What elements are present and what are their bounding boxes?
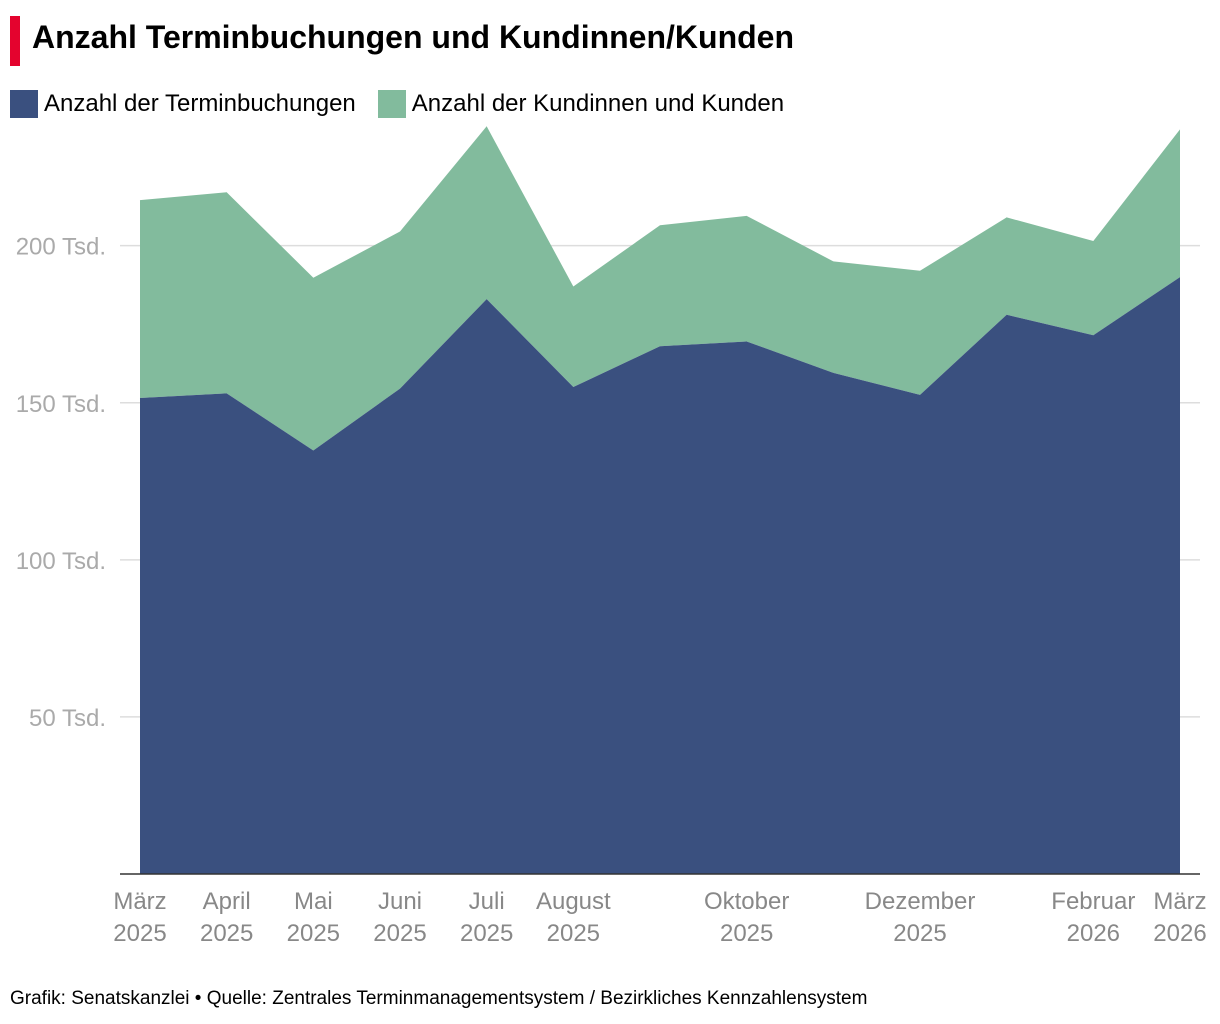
legend: Anzahl der Terminbuchungen Anzahl der Ku… xyxy=(10,90,806,118)
x-tick-label: März 2026 xyxy=(1153,888,1206,947)
x-tick-label: April 2025 xyxy=(200,888,253,947)
y-tick-label: 200 Tsd. xyxy=(16,234,106,261)
x-tick-label: Mai 2025 xyxy=(287,888,340,947)
title-accent-bar xyxy=(10,16,20,66)
area-series-bookings xyxy=(140,277,1180,874)
y-tick-label: 150 Tsd. xyxy=(16,391,106,418)
x-tick-label: Juni 2025 xyxy=(373,888,426,947)
y-tick-label: 100 Tsd. xyxy=(16,548,106,575)
x-tick-label: Februar 2026 xyxy=(1051,888,1135,947)
legend-item-bookings: Anzahl der Terminbuchungen xyxy=(10,90,356,118)
legend-label-customers: Anzahl der Kundinnen und Kunden xyxy=(411,90,785,117)
legend-label-bookings: Anzahl der Terminbuchungen xyxy=(44,90,356,117)
area-series-customers xyxy=(140,126,1180,451)
x-tick-label: Dezember 2025 xyxy=(865,888,976,947)
x-tick-label: März 2025 xyxy=(113,888,166,947)
chart-footer-source: Grafik: Senatskanzlei • Quelle: Zentrale… xyxy=(10,988,868,1009)
chart-title: Anzahl Terminbuchungen und Kundinnen/Kun… xyxy=(32,19,794,55)
x-tick-label: Juli 2025 xyxy=(460,888,513,947)
legend-item-customers: Anzahl der Kundinnen und Kunden xyxy=(377,90,785,118)
y-tick-label: 50 Tsd. xyxy=(29,705,106,732)
x-tick-label: Oktober 2025 xyxy=(704,888,789,947)
legend-swatch-bookings xyxy=(10,90,38,118)
x-tick-label: August 2025 xyxy=(536,888,611,947)
legend-swatch-customers xyxy=(377,90,406,118)
